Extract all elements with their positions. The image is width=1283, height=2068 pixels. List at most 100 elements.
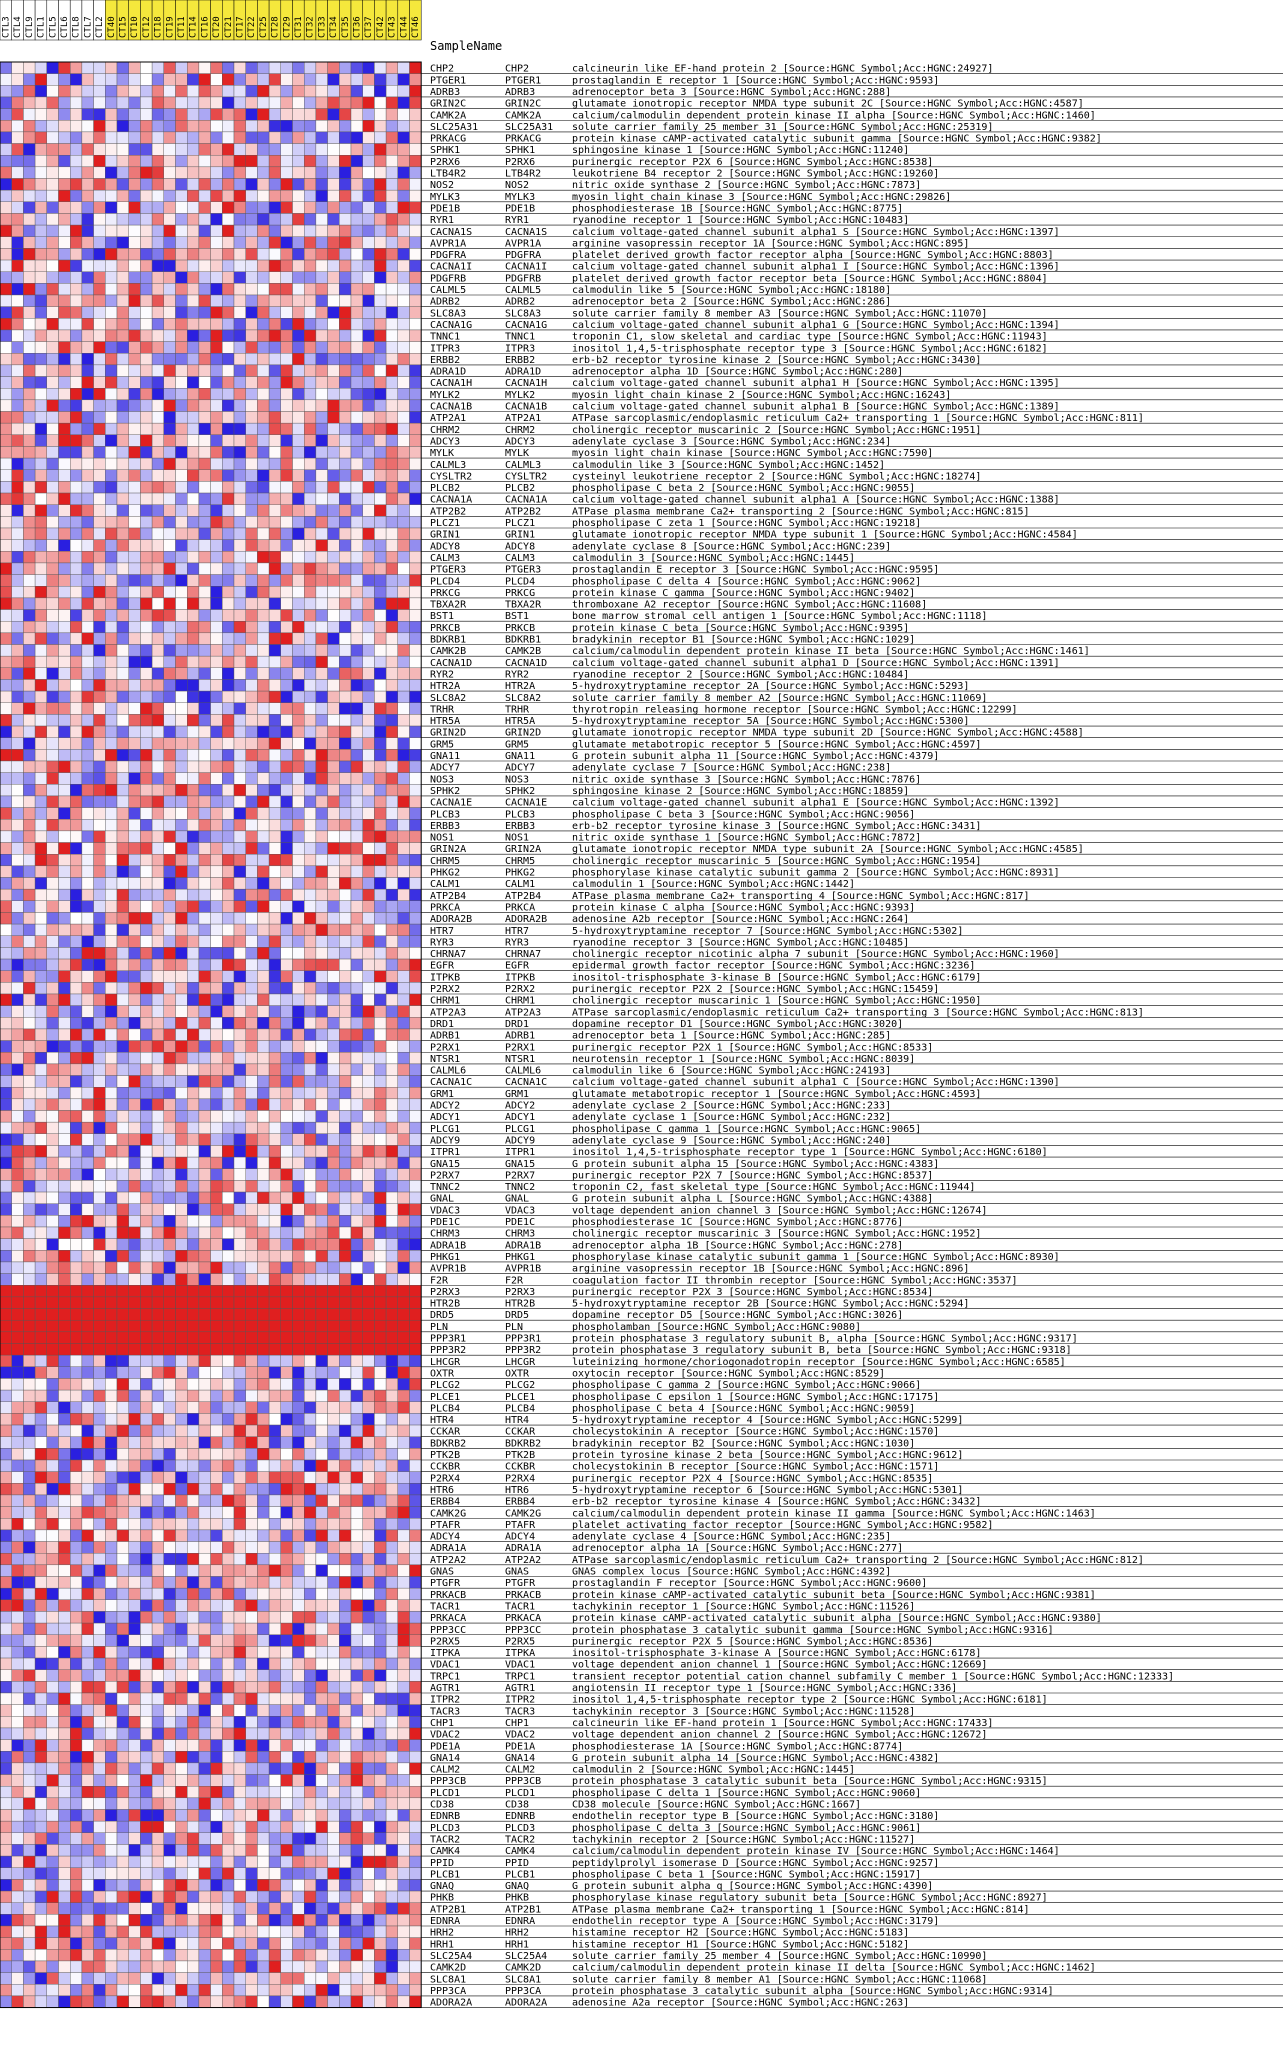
heatmap-cell	[34, 457, 47, 470]
heatmap-cell	[315, 1028, 328, 1041]
heatmap-cell	[245, 1319, 258, 1333]
heatmap-cell	[304, 178, 317, 191]
heatmap-cell	[268, 609, 282, 622]
heatmap-cell	[175, 1564, 188, 1577]
heatmap-cell	[339, 1110, 352, 1123]
heatmap-cell	[151, 201, 165, 214]
heatmap-cell	[58, 1086, 71, 1100]
heatmap-cell	[362, 562, 375, 575]
heatmap-cell	[280, 772, 293, 785]
heatmap-cell	[198, 1121, 211, 1135]
heatmap-cell	[292, 1494, 305, 1507]
heatmap-cell	[198, 504, 211, 517]
heatmap-cell	[175, 1448, 188, 1461]
heatmap-cell	[175, 481, 188, 494]
heatmap-cell	[362, 1459, 375, 1472]
heatmap-cell	[339, 1086, 352, 1100]
heatmap-cell	[128, 1319, 141, 1333]
heatmap-cell	[385, 1389, 399, 1402]
heatmap-cell	[409, 364, 422, 377]
heatmap-cell	[151, 923, 165, 936]
heatmap-cell	[105, 1226, 118, 1239]
heatmap-cell	[374, 492, 387, 505]
heatmap-cell	[257, 784, 270, 797]
heatmap-cell	[327, 1506, 340, 1519]
heatmap-cell	[280, 1296, 293, 1309]
heatmap-cell	[268, 1285, 282, 1298]
heatmap-cell	[128, 446, 141, 459]
heatmap-cell	[350, 154, 363, 168]
heatmap-cell	[292, 1518, 305, 1531]
heatmap-cell	[315, 1564, 328, 1577]
heatmap-cell	[385, 819, 399, 832]
heatmap-cell	[93, 131, 106, 144]
heatmap-cell	[23, 1622, 36, 1635]
heatmap-cell	[58, 283, 71, 296]
heatmap-cell	[233, 1343, 246, 1356]
heatmap-cell	[210, 1296, 223, 1309]
heatmap-cell	[409, 1180, 422, 1193]
heatmap-cell	[186, 539, 200, 552]
heatmap-cell	[81, 1471, 94, 1484]
heatmap-cell	[268, 1366, 282, 1379]
heatmap-cell	[186, 1168, 200, 1181]
heatmap-cell	[385, 1110, 399, 1123]
heatmap-cell	[0, 632, 12, 645]
heatmap-cell	[327, 1145, 340, 1158]
heatmap-cell	[374, 1285, 387, 1298]
heatmap-cell	[23, 1121, 36, 1135]
heatmap-cell	[81, 446, 94, 459]
heatmap-cell	[93, 376, 106, 389]
heatmap-cell	[362, 923, 375, 936]
heatmap-cell	[245, 1424, 258, 1437]
heatmap-cell	[385, 388, 399, 401]
heatmap-cell	[222, 795, 235, 808]
heatmap-cell	[397, 1331, 410, 1344]
heatmap-cell	[69, 259, 83, 272]
heatmap-cell	[233, 1564, 246, 1577]
heatmap-cell	[140, 1040, 153, 1053]
heatmap-cell	[163, 1261, 176, 1274]
heatmap-cell	[23, 341, 36, 354]
heatmap-cell	[81, 1552, 94, 1566]
heatmap-cell	[175, 143, 188, 156]
heatmap-cell	[163, 1506, 176, 1519]
heatmap-cell	[34, 1226, 47, 1239]
heatmap-cell	[233, 877, 246, 890]
heatmap-cell	[257, 108, 270, 121]
heatmap-cell	[339, 842, 352, 855]
heatmap-cell	[34, 1436, 47, 1449]
heatmap-cell	[46, 1366, 59, 1379]
heatmap-cell	[128, 1424, 141, 1437]
heatmap-cell	[339, 725, 352, 738]
heatmap-cell	[210, 900, 223, 913]
heatmap-cell	[151, 1366, 165, 1379]
heatmap-cell	[140, 970, 153, 983]
heatmap-cell	[409, 1075, 422, 1088]
heatmap-cell	[268, 1238, 282, 1251]
heatmap-cell	[23, 655, 36, 669]
heatmap-cell	[151, 621, 165, 634]
heatmap-cell	[327, 1331, 340, 1344]
heatmap-cell	[268, 1622, 282, 1635]
heatmap-cell	[409, 1436, 422, 1449]
heatmap-cell	[210, 364, 223, 377]
heatmap-cell	[268, 1401, 282, 1414]
heatmap-cell	[175, 1587, 188, 1601]
heatmap-cell	[409, 108, 422, 121]
heatmap-cell	[210, 259, 223, 272]
heatmap-cell	[245, 714, 258, 727]
heatmap-cell	[58, 877, 71, 890]
heatmap-cell	[198, 1180, 211, 1193]
heatmap-cell	[69, 1063, 83, 1076]
heatmap-cell	[257, 1389, 270, 1402]
heatmap-cell	[409, 947, 422, 960]
heatmap-cell	[81, 189, 94, 202]
heatmap-cell	[339, 1226, 352, 1239]
heatmap-cell	[34, 1121, 47, 1135]
heatmap-cell	[327, 877, 340, 890]
heatmap-cell	[23, 294, 36, 307]
heatmap-cell	[409, 912, 422, 925]
heatmap-cell	[69, 143, 83, 156]
heatmap-cell	[397, 1121, 410, 1135]
